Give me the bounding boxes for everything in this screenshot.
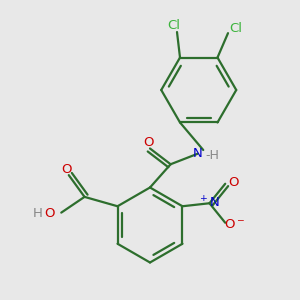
Text: O: O: [44, 207, 55, 220]
Text: O: O: [61, 163, 72, 176]
Text: N: N: [193, 147, 202, 160]
Text: H: H: [33, 207, 43, 220]
Text: O$^-$: O$^-$: [224, 218, 245, 231]
Text: O: O: [143, 136, 154, 148]
Text: O: O: [228, 176, 239, 189]
Text: -H: -H: [205, 149, 219, 162]
Text: $^+$N: $^+$N: [197, 195, 220, 210]
Text: Cl: Cl: [230, 22, 243, 35]
Text: Cl: Cl: [167, 19, 181, 32]
